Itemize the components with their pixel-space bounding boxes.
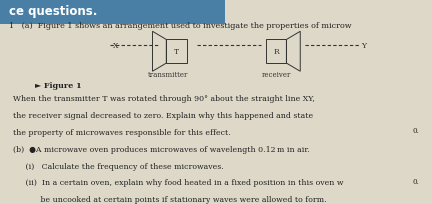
Text: When the transmitter T was rotated through 90° about the straight line XY,: When the transmitter T was rotated throu… <box>13 95 315 103</box>
Text: be uncooked at certain points if stationary waves were allowed to form.: be uncooked at certain points if station… <box>13 195 327 203</box>
Text: ► Figure 1: ► Figure 1 <box>35 82 81 90</box>
Text: (i)   Calculate the frequency of these microwaves.: (i) Calculate the frequency of these mic… <box>13 162 224 170</box>
Text: the receiver signal decreased to zero. Explain why this happened and state: the receiver signal decreased to zero. E… <box>13 112 313 120</box>
Text: T: T <box>174 48 179 56</box>
Text: receiver: receiver <box>261 71 291 79</box>
Text: ce questions.: ce questions. <box>9 5 97 18</box>
Text: 1   (a)  Figure 1 shows an arrangement used to investigate the properties of mic: 1 (a) Figure 1 shows an arrangement used… <box>9 21 351 29</box>
Bar <box>0 0 225 24</box>
Text: R: R <box>273 48 279 56</box>
Text: (b)  ●A microwave oven produces microwaves of wavelength 0.12 m in air.: (b) ●A microwave oven produces microwave… <box>13 145 310 153</box>
Text: the property of microwaves responsible for this effect.: the property of microwaves responsible f… <box>13 128 231 136</box>
Text: 0.: 0. <box>412 177 419 185</box>
Text: 0.: 0. <box>412 126 419 134</box>
Text: X: X <box>114 42 119 50</box>
Text: transmitter: transmitter <box>148 71 189 79</box>
Text: Y: Y <box>361 42 366 50</box>
Text: (ii)  In a certain oven, explain why food heated in a fixed position in this ove: (ii) In a certain oven, explain why food… <box>13 178 343 186</box>
